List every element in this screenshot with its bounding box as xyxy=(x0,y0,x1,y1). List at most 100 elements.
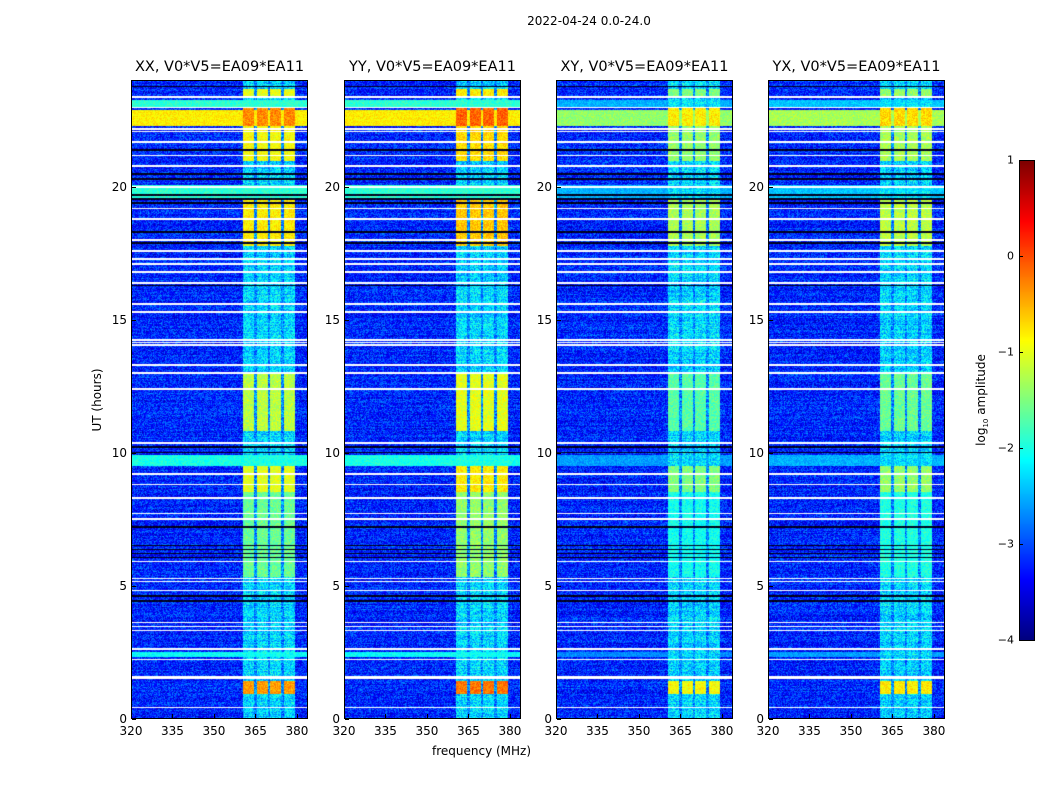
x-tick-label: 365 xyxy=(244,724,267,738)
y-tick-label: 0 xyxy=(756,712,764,726)
x-tick-label: 365 xyxy=(669,724,692,738)
x-tick-label: 380 xyxy=(498,724,522,738)
colorbar-tick-mark xyxy=(1019,640,1023,641)
panel-title: XY, V0*V5=EA09*EA11 xyxy=(560,59,729,75)
spectrogram-image xyxy=(132,81,307,718)
spectrogram-image xyxy=(769,81,944,718)
x-tick-mark xyxy=(131,714,132,718)
y-tick-mark xyxy=(769,186,773,188)
x-tick-mark xyxy=(638,714,640,718)
x-tick-mark xyxy=(296,714,298,718)
x-tick-mark xyxy=(892,714,894,718)
y-tick-mark xyxy=(769,452,773,454)
x-tick-mark xyxy=(172,714,174,718)
colorbar-tick-label: −4 xyxy=(997,633,1014,647)
y-tick-mark xyxy=(345,186,349,188)
x-tick-mark xyxy=(509,714,511,718)
y-tick-mark xyxy=(132,719,136,720)
x-tick-label: 320 xyxy=(119,724,143,738)
x-tick-label: 350 xyxy=(202,724,226,738)
y-tick-label: 5 xyxy=(544,578,552,593)
y-tick-mark xyxy=(557,719,561,720)
y-tick-mark xyxy=(345,585,349,587)
colorbar-label: log10 amplitude xyxy=(973,354,991,446)
y-tick-mark xyxy=(132,186,136,188)
y-tick-mark xyxy=(132,452,136,454)
x-tick-label: 320 xyxy=(544,724,568,738)
colorbar-tick-mark xyxy=(1019,352,1023,353)
x-tick-label: 380 xyxy=(922,724,946,738)
spectrogram-panel xyxy=(556,80,733,719)
x-tick-label: 320 xyxy=(332,724,356,738)
y-tick-label: 0 xyxy=(544,712,552,726)
y-tick-label: 15 xyxy=(748,312,764,327)
x-tick-label: 350 xyxy=(415,724,439,738)
x-tick-mark xyxy=(385,714,387,718)
x-tick-label: 335 xyxy=(374,724,397,738)
y-tick-mark xyxy=(132,585,136,587)
y-tick-mark xyxy=(769,719,773,720)
y-tick-label: 20 xyxy=(536,179,552,194)
x-tick-mark xyxy=(597,714,599,718)
colorbar-tick-label: −2 xyxy=(997,441,1014,455)
y-tick-label: 20 xyxy=(748,179,764,194)
y-tick-label: 5 xyxy=(119,578,127,593)
x-tick-mark xyxy=(680,714,682,718)
x-tick-mark xyxy=(933,714,935,718)
y-tick-label: 5 xyxy=(756,578,764,593)
x-tick-mark xyxy=(768,714,769,718)
colorbar-tick-label: −3 xyxy=(997,537,1014,551)
y-tick-label: 10 xyxy=(748,445,764,460)
x-tick-label: 380 xyxy=(285,724,309,738)
x-tick-label: 320 xyxy=(756,724,780,738)
y-tick-label: 20 xyxy=(111,179,127,194)
x-tick-label: 365 xyxy=(881,724,904,738)
x-tick-mark xyxy=(721,714,723,718)
y-tick-label: 5 xyxy=(332,578,340,593)
x-tick-mark xyxy=(213,714,215,718)
x-tick-label: 380 xyxy=(710,724,734,738)
colorbar-tick-label: 1 xyxy=(1007,153,1014,167)
y-tick-mark xyxy=(345,319,349,321)
y-tick-mark xyxy=(769,319,773,321)
y-tick-label: 10 xyxy=(324,445,340,460)
y-axis-label: UT (hours) xyxy=(90,368,104,432)
x-tick-label: 335 xyxy=(586,724,609,738)
colorbar-tick-mark xyxy=(1019,448,1023,449)
y-tick-label: 10 xyxy=(536,445,552,460)
y-tick-mark xyxy=(557,186,561,188)
spectrogram-panel xyxy=(131,80,308,719)
y-tick-label: 0 xyxy=(119,712,127,726)
x-tick-mark xyxy=(809,714,811,718)
colorbar-tick-label: −1 xyxy=(997,345,1014,359)
x-tick-mark xyxy=(556,714,557,718)
x-tick-label: 335 xyxy=(798,724,821,738)
y-tick-mark xyxy=(557,319,561,321)
figure-title: 2022-04-24 0.0-24.0 xyxy=(527,14,651,28)
spectrogram-panel xyxy=(768,80,945,719)
x-axis-label: frequency (MHz) xyxy=(432,744,532,758)
spectrogram-panel xyxy=(344,80,521,719)
panel-title: YX, V0*V5=EA09*EA11 xyxy=(772,59,941,75)
colorbar-tick-mark xyxy=(1019,544,1023,545)
colorbar xyxy=(1019,160,1035,641)
y-tick-label: 15 xyxy=(324,312,340,327)
y-tick-label: 10 xyxy=(111,445,127,460)
x-tick-label: 365 xyxy=(457,724,480,738)
panel-title: XX, V0*V5=EA09*EA11 xyxy=(134,59,305,75)
colorbar-tick-mark xyxy=(1019,256,1023,257)
y-tick-mark xyxy=(345,452,349,454)
spectrogram-image xyxy=(345,81,520,718)
y-tick-label: 20 xyxy=(324,179,340,194)
x-tick-label: 335 xyxy=(161,724,184,738)
colorbar-tick-mark xyxy=(1019,160,1023,161)
y-tick-mark xyxy=(345,719,349,720)
colorbar-tick-label: 0 xyxy=(1007,249,1014,263)
x-tick-mark xyxy=(344,714,345,718)
x-tick-mark xyxy=(255,714,257,718)
x-tick-mark xyxy=(468,714,470,718)
y-tick-mark xyxy=(557,452,561,454)
panel-title: YY, V0*V5=EA09*EA11 xyxy=(349,59,516,75)
y-tick-mark xyxy=(769,585,773,587)
